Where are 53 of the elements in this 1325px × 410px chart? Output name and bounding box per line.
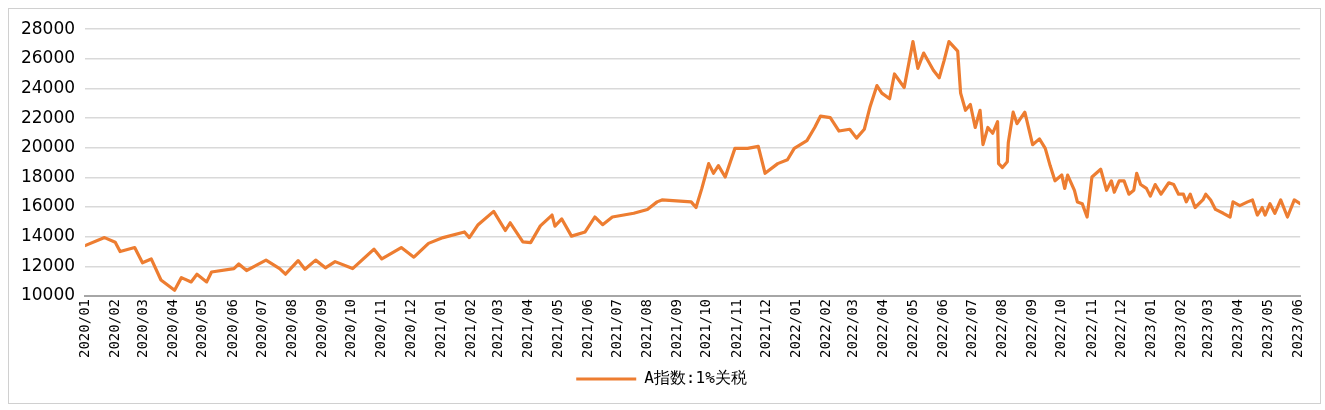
y-tick-label: 20000 bbox=[20, 136, 76, 157]
x-tick-label: 2022/05 bbox=[903, 299, 920, 359]
y-tick-label: 28000 bbox=[20, 17, 76, 38]
x-tick-label: 2023/04 bbox=[1229, 299, 1246, 359]
x-tick-label: 2021/03 bbox=[489, 299, 506, 359]
x-tick-label: 2021/06 bbox=[578, 299, 595, 359]
x-tick-label: 2021/08 bbox=[638, 299, 655, 359]
x-tick-label: 2021/05 bbox=[548, 299, 565, 359]
y-tick-label: 24000 bbox=[20, 76, 76, 97]
y-tick-label: 26000 bbox=[20, 47, 76, 68]
x-tick-label: 2020/05 bbox=[193, 299, 210, 359]
x-tick-label: 2023/01 bbox=[1141, 299, 1158, 359]
x-tick-label: 2023/02 bbox=[1172, 299, 1189, 359]
x-tick-label: 2022/06 bbox=[933, 299, 950, 359]
y-tick-label: 10000 bbox=[20, 284, 76, 305]
x-tick-label: 2020/04 bbox=[164, 299, 181, 359]
x-tick-label: 2022/12 bbox=[1111, 299, 1128, 359]
x-tick-label: 2021/09 bbox=[668, 299, 685, 359]
x-tick-label: 2022/09 bbox=[1023, 299, 1040, 359]
x-tick-label: 2022/08 bbox=[993, 299, 1010, 359]
y-tick-label: 16000 bbox=[20, 195, 76, 216]
x-tick-label: 2022/11 bbox=[1082, 299, 1099, 359]
x-tick-label: 2020/02 bbox=[105, 299, 122, 359]
x-tick-label: 2020/09 bbox=[313, 299, 330, 359]
legend-label: A指数:1%关税 bbox=[644, 368, 747, 388]
x-tick-label: 2020/10 bbox=[342, 299, 359, 359]
x-tick-label: 2022/02 bbox=[817, 299, 834, 359]
y-tick-label: 22000 bbox=[20, 106, 76, 127]
y-tick-label: 18000 bbox=[20, 165, 76, 186]
x-tick-label: 2021/04 bbox=[519, 299, 536, 359]
x-tick-label: 2020/08 bbox=[282, 299, 299, 359]
x-tick-label: 2023/03 bbox=[1199, 299, 1216, 359]
x-tick-label: 2020/06 bbox=[223, 299, 240, 359]
x-tick-label: 2022/03 bbox=[844, 299, 861, 359]
x-tick-label: 2022/01 bbox=[786, 299, 803, 359]
x-tick-label: 2021/11 bbox=[727, 299, 744, 359]
x-tick-label: 2021/02 bbox=[461, 299, 478, 359]
x-tick-label: 2023/05 bbox=[1258, 299, 1275, 359]
x-tick-label: 2020/01 bbox=[75, 299, 92, 359]
y-tick-label: 14000 bbox=[20, 225, 76, 246]
x-tick-label: 2020/07 bbox=[252, 299, 269, 359]
x-tick-label: 2021/12 bbox=[756, 299, 773, 359]
x-tick-label: 2022/10 bbox=[1052, 299, 1069, 359]
x-tick-label: 2022/07 bbox=[962, 299, 979, 359]
x-tick-label: 2022/04 bbox=[874, 299, 891, 359]
x-tick-label: 2020/03 bbox=[134, 299, 151, 359]
x-tick-label: 2020/12 bbox=[401, 299, 418, 359]
x-tick-label: 2021/10 bbox=[697, 299, 714, 359]
x-tick-label: 2021/01 bbox=[431, 299, 448, 359]
x-tick-label: 2023/06 bbox=[1288, 299, 1305, 359]
y-tick-label: 12000 bbox=[20, 254, 76, 275]
x-tick-label: 2020/11 bbox=[372, 299, 389, 359]
x-tick-label: 2021/07 bbox=[607, 299, 624, 359]
